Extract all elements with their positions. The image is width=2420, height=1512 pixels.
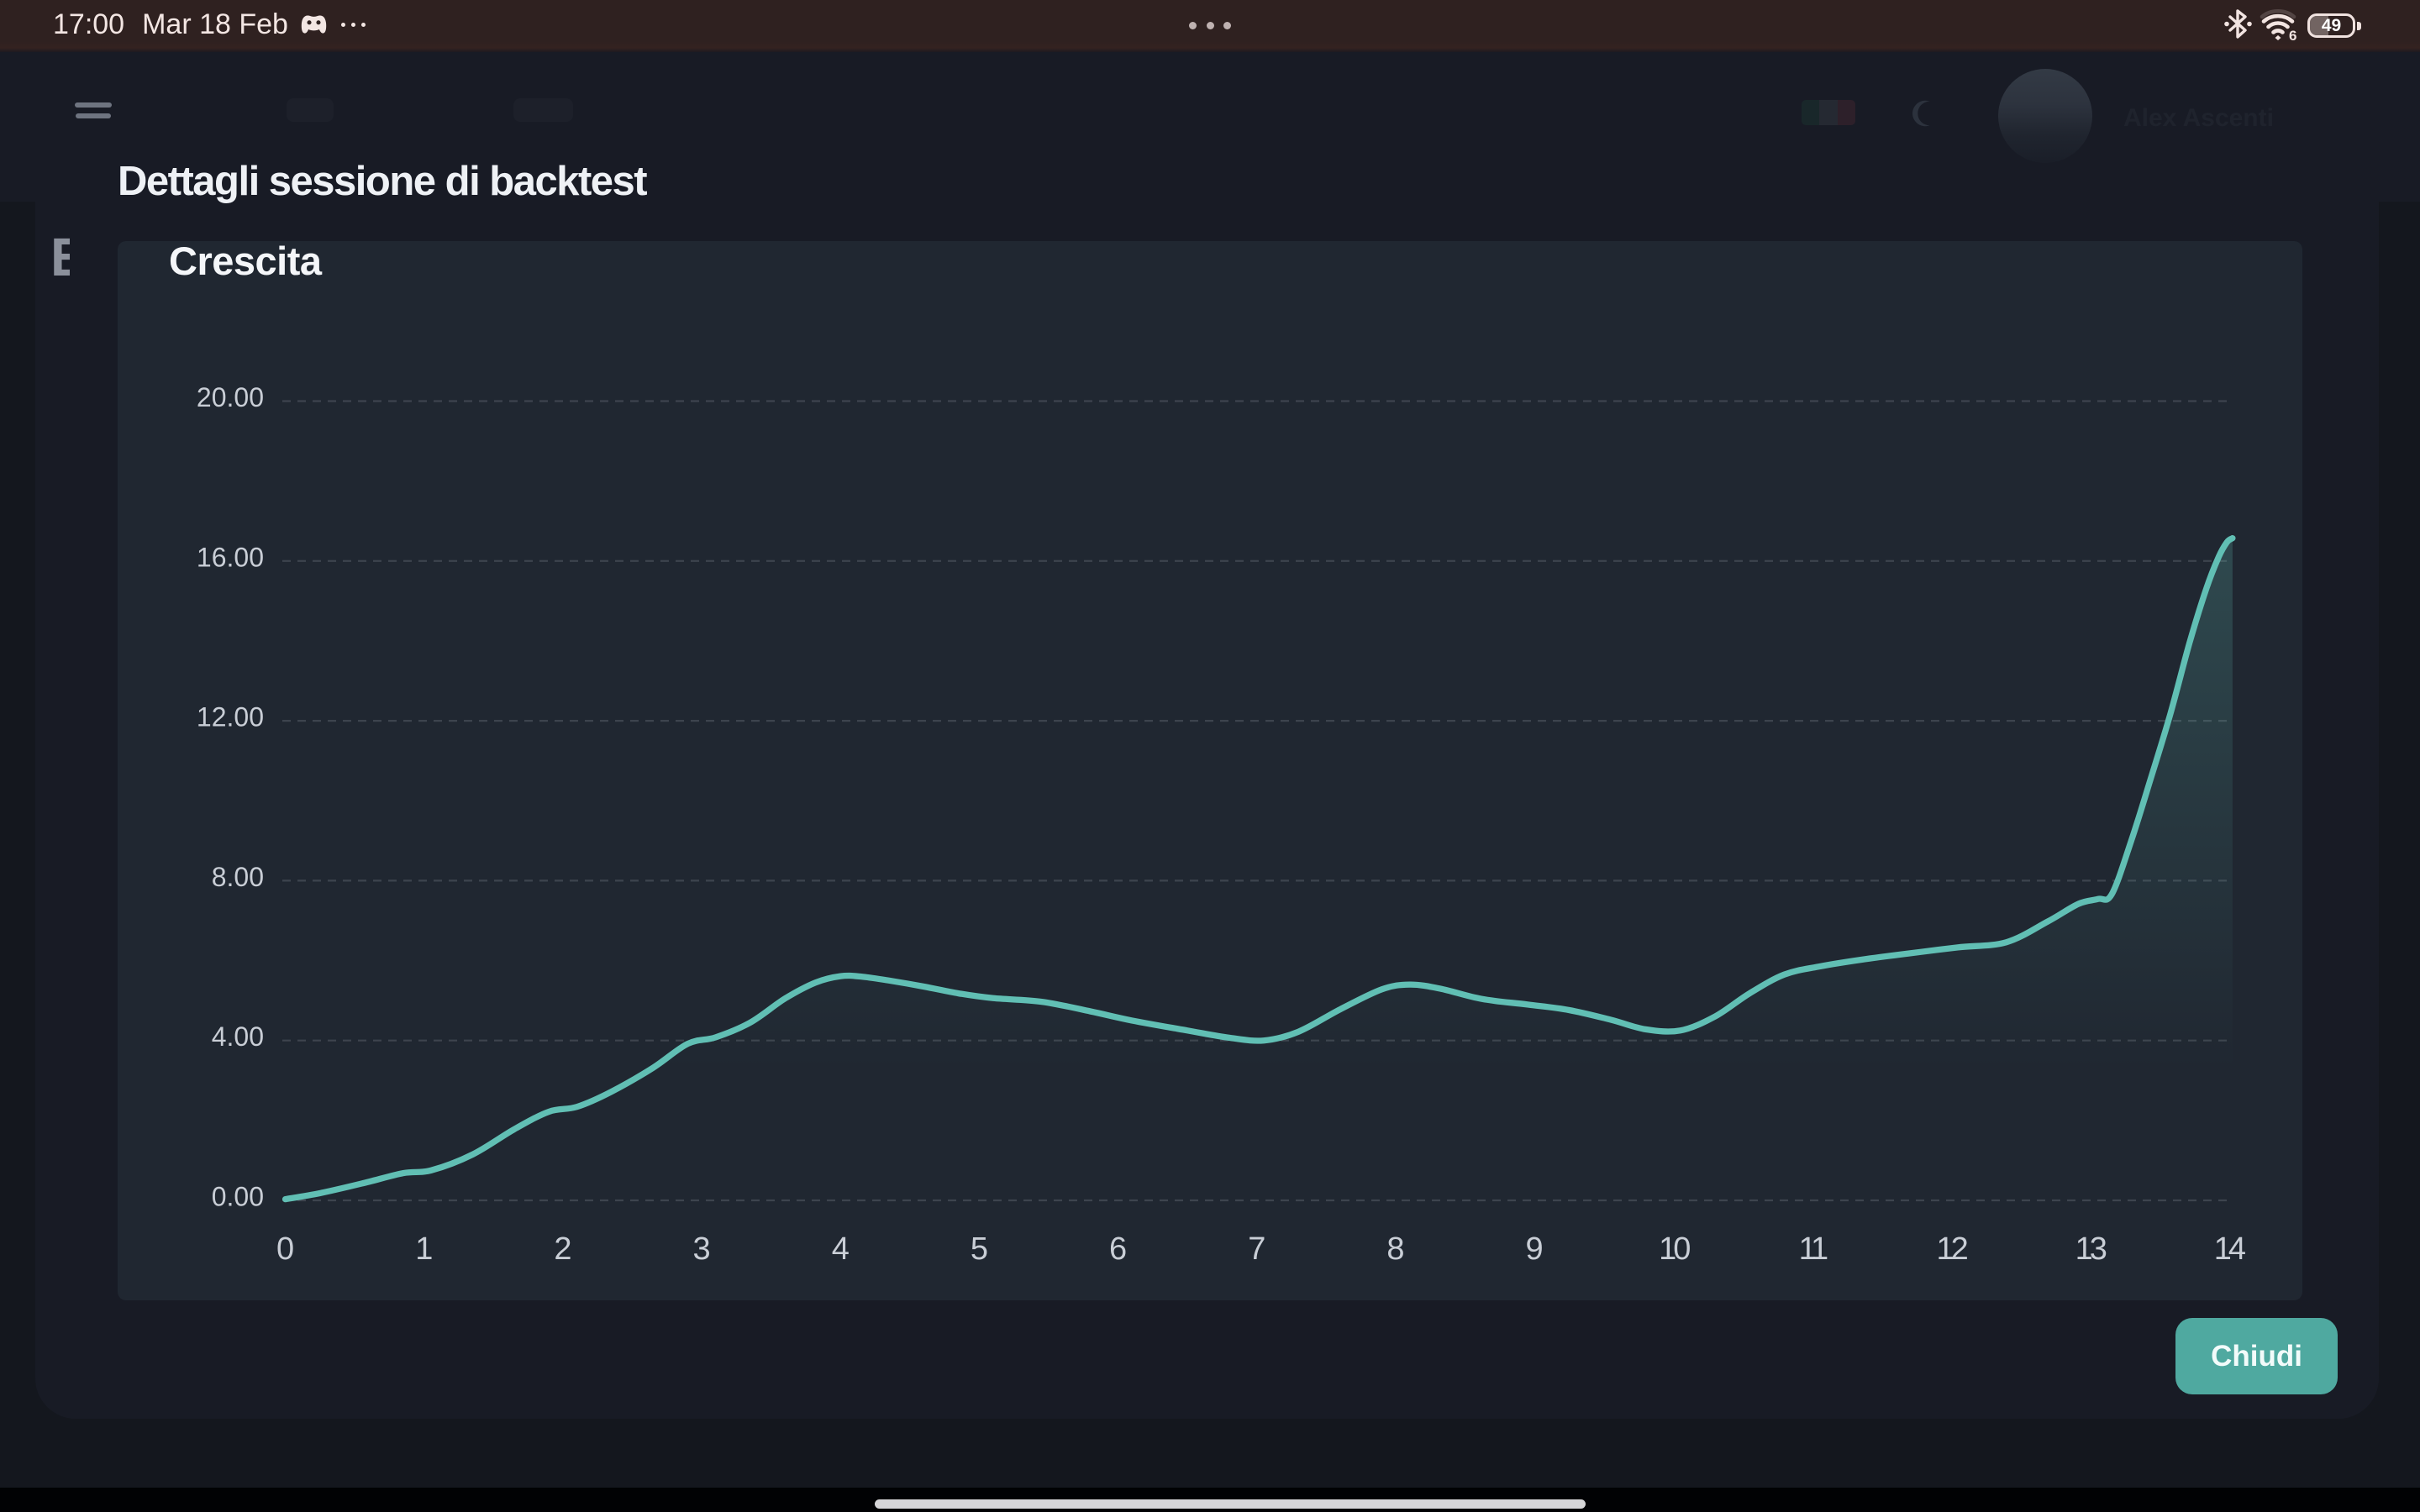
svg-text:12.00: 12.00 — [197, 702, 264, 732]
svg-text:8: 8 — [1386, 1231, 1404, 1267]
svg-text:7: 7 — [1248, 1231, 1265, 1267]
svg-text:11: 11 — [1799, 1231, 1828, 1267]
svg-text:0.00: 0.00 — [212, 1182, 264, 1212]
svg-text:2: 2 — [554, 1231, 571, 1267]
svg-text:10: 10 — [1659, 1231, 1690, 1267]
svg-text:3: 3 — [693, 1231, 711, 1267]
svg-text:5: 5 — [971, 1231, 988, 1267]
svg-text:4.00: 4.00 — [212, 1021, 264, 1052]
svg-text:20.00: 20.00 — [197, 382, 264, 412]
svg-text:6: 6 — [2289, 28, 2296, 41]
svg-text:16.00: 16.00 — [197, 542, 264, 572]
svg-text:8.00: 8.00 — [212, 862, 264, 892]
svg-text:14: 14 — [2214, 1231, 2246, 1267]
svg-text:12: 12 — [1936, 1231, 1967, 1267]
svg-text:13: 13 — [2075, 1231, 2107, 1267]
svg-text:0: 0 — [276, 1231, 294, 1267]
svg-text:6: 6 — [1109, 1231, 1127, 1267]
svg-text:9: 9 — [1526, 1231, 1544, 1267]
svg-text:4: 4 — [832, 1231, 850, 1267]
svg-text:1: 1 — [415, 1231, 433, 1267]
